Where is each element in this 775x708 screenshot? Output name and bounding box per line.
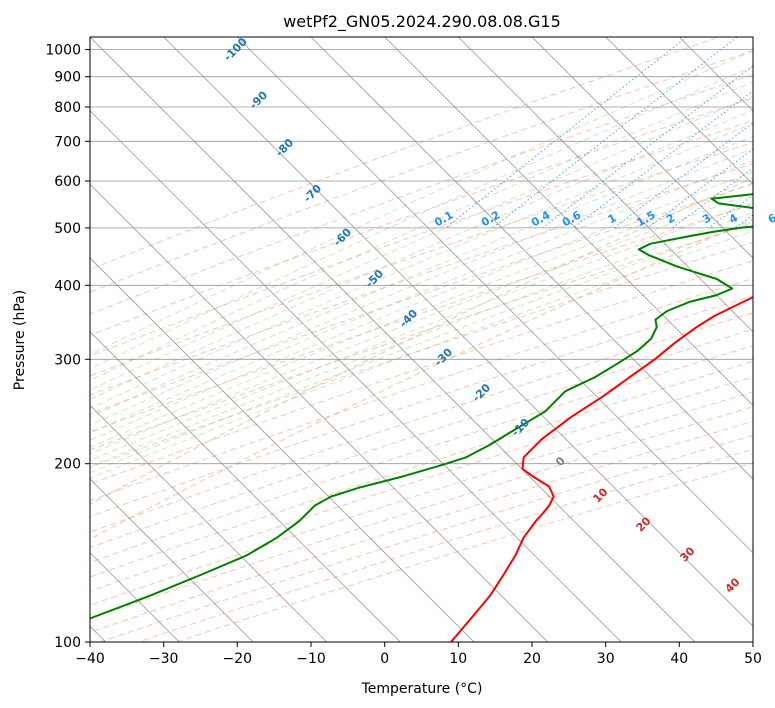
dewpoint-line — [90, 192, 753, 620]
x-tick-label: 30 — [597, 651, 615, 667]
saturation-curve — [90, 218, 753, 540]
x-tick-label: −40 — [75, 651, 105, 667]
isotherm — [90, 331, 401, 642]
isotherm — [384, 37, 753, 406]
isotherm — [90, 404, 327, 642]
profile-series — [90, 192, 753, 642]
axes: −40 −30 −20 −10 0 10 20 30 40 50 1000 900 800 700 600 5… — [45, 43, 762, 667]
x-axis-label: Temperature (°C) — [361, 681, 483, 697]
dry-adiabat — [90, 37, 721, 271]
x-tick-label: 50 — [744, 651, 762, 667]
y-tick-label: 600 — [54, 174, 81, 190]
isotherm — [458, 37, 753, 333]
mixing-ratio-label: 6 — [766, 211, 775, 226]
x-tick-label: 10 — [449, 651, 467, 667]
dry-adiabat — [90, 278, 753, 501]
chart-title: wetPf2_GN05.2024.290.08.08.G15 — [283, 12, 561, 32]
isotherm — [90, 183, 548, 642]
x-tick-label: 20 — [523, 651, 541, 667]
moist-adiabat — [90, 171, 753, 441]
isotherm — [531, 37, 753, 259]
saturation-curve — [90, 177, 753, 506]
x-tick-label: −20 — [223, 651, 253, 667]
isotherm — [752, 37, 753, 38]
isotherm — [90, 37, 696, 642]
y-axis-label: Pressure (hPa) — [12, 290, 28, 390]
plot-background — [90, 37, 753, 642]
x-tick-label: −30 — [149, 651, 179, 667]
x-tick-label: 40 — [670, 651, 688, 667]
dry-adiabat — [90, 74, 753, 315]
x-tick-label: −10 — [296, 651, 326, 667]
x-tick-label: 0 — [380, 651, 389, 667]
dry-adiabat — [90, 328, 753, 548]
moist-adiabat — [90, 109, 753, 401]
dry-adiabat — [90, 97, 753, 336]
dry-adiabat — [90, 360, 753, 578]
isotherm — [90, 257, 475, 642]
moist-adiabat — [90, 182, 753, 448]
isotherm — [310, 37, 753, 480]
isotherm — [90, 110, 622, 642]
moist-adiabat — [90, 221, 753, 474]
y-tick-label: 400 — [54, 278, 81, 294]
y-tick-label: 700 — [54, 134, 81, 150]
moist-adiabat — [90, 123, 753, 409]
moist-adiabat — [90, 202, 753, 462]
isotherm — [90, 478, 254, 642]
moist-adiabat — [90, 212, 753, 468]
isotherm — [605, 37, 753, 185]
y-tick-label: 500 — [54, 221, 81, 237]
y-tick-label: 100 — [54, 635, 81, 651]
moist-adiabat — [90, 192, 753, 455]
dry-adiabat — [90, 183, 753, 415]
y-tick-label: 800 — [54, 100, 81, 116]
temperature-line — [450, 296, 753, 642]
y-tick-label: 300 — [54, 352, 81, 368]
y-tick-label: 900 — [54, 70, 81, 86]
moist-adiabat — [90, 95, 753, 391]
y-tick-label: 1000 — [45, 43, 81, 59]
moist-adiabat — [90, 66, 753, 370]
background-lines — [90, 37, 753, 642]
dry-adiabat — [90, 241, 753, 468]
dry-adiabat — [90, 391, 753, 606]
isotherm — [237, 37, 753, 554]
moist-adiabat — [90, 230, 753, 479]
dry-adiabat — [90, 312, 753, 533]
y-tick-label: 200 — [54, 457, 81, 473]
isotherm — [163, 37, 753, 627]
dry-adiabat — [90, 222, 753, 451]
plot-frame — [89, 36, 754, 643]
moist-adiabat — [90, 135, 753, 418]
